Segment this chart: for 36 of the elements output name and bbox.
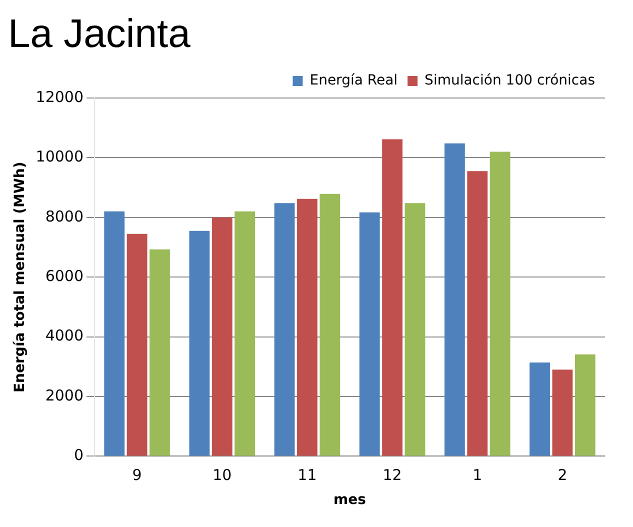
y-tick-label: 10000 [36,148,84,166]
bar [104,211,125,456]
y-tick-label: 8000 [45,207,84,226]
bar [274,203,295,456]
bar [320,194,340,456]
bar [234,211,256,456]
bar [490,152,510,456]
x-tick-label: 2 [558,466,568,484]
chart-title: La Jacinta [8,12,192,56]
bar [404,203,426,456]
bar [444,143,465,456]
y-tick-label: 2000 [45,386,84,404]
bar [552,370,573,456]
y-tick-label: 4000 [45,326,84,345]
bar [297,198,318,456]
y-tick-label: 0 [74,446,84,464]
bar [359,212,380,456]
x-tick-label: 11 [298,466,317,484]
bar [382,139,403,456]
legend-label: Simulación 100 crónicas [424,72,596,89]
y-axis-title: Energía total mensual (MWh) [12,162,28,393]
bar [126,234,148,456]
bar [530,362,550,456]
x-tick-label: 10 [212,466,232,484]
x-tick-label: 1 [472,466,482,484]
y-tick-label: 12000 [36,88,84,106]
bar [467,171,488,456]
bar [212,217,232,456]
x-tick-label: 9 [132,466,142,484]
bar [150,249,170,456]
bar [574,354,596,456]
x-tick-label: 12 [382,466,402,484]
bar [189,230,210,456]
x-axis-title: mes [334,492,366,508]
legend-label: Energía Real [310,72,398,89]
y-tick-label: 6000 [45,266,84,285]
